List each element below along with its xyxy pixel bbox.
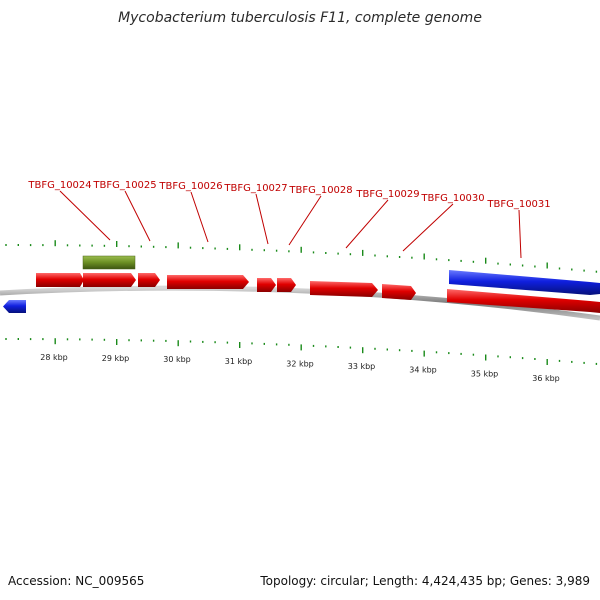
- gene-arrow-reverse[interactable]: [3, 300, 26, 313]
- gene-arrow-forward[interactable]: [36, 273, 84, 287]
- tick-label: 35 kbp: [471, 369, 499, 378]
- genome-backbone: [0, 285, 600, 321]
- gene-arrow-forward[interactable]: [83, 273, 136, 287]
- tick-label: 28 kbp: [40, 353, 68, 362]
- gene-labels: TBFG_10024 TBFG_10025 TBFG_10026 TBFG_10027…: [27, 180, 551, 259]
- tick-label: 29 kbp: [102, 354, 130, 363]
- tick-label: 33 kbp: [348, 362, 376, 371]
- gene-leader-line: [59, 190, 111, 241]
- gene-leader-line: [518, 209, 522, 259]
- gene-leader-line: [288, 195, 322, 246]
- gene-leader-line: [402, 203, 454, 252]
- gene-label[interactable]: TBFG_10030: [420, 193, 484, 204]
- scale-tick-labels: 28 kbp 29 kbp 30 kbp 31 kbp 32 kbp 33 kbp 34 k…: [40, 353, 560, 383]
- gene-label[interactable]: TBFG_10031: [486, 199, 550, 210]
- tick-label: 36 kbp: [532, 374, 560, 383]
- scale-ticks-bottom: [5, 338, 598, 365]
- gene-leader-line: [345, 199, 389, 249]
- gene-arrow-forward[interactable]: [167, 275, 249, 289]
- gene-arrow-forward[interactable]: [447, 289, 600, 313]
- gene-leader-line: [190, 191, 209, 243]
- gene-label[interactable]: TBFG_10024: [27, 180, 91, 191]
- gene-arrow-forward[interactable]: [382, 284, 416, 300]
- feature-bar[interactable]: [82, 255, 136, 270]
- scale-ticks-top: [5, 240, 598, 273]
- gene-label[interactable]: TBFG_10026: [158, 181, 222, 192]
- gene-arrow-forward[interactable]: [138, 273, 160, 287]
- gene-arrow-forward[interactable]: [310, 281, 378, 297]
- gene-label[interactable]: TBFG_10025: [92, 180, 156, 191]
- gene-label[interactable]: TBFG_10028: [288, 185, 352, 196]
- gene-leader-line: [255, 193, 269, 245]
- accession-label: Accession: NC_009565: [8, 574, 145, 588]
- gene-label[interactable]: TBFG_10029: [355, 189, 419, 200]
- gene-arrow-forward[interactable]: [277, 278, 296, 292]
- gene-leader-line: [124, 190, 151, 242]
- genome-summary: Topology: circular; Length: 4,424,435 bp…: [260, 574, 590, 588]
- map-title: Mycobacterium tuberculosis F11, complete…: [118, 10, 482, 26]
- tick-label: 34 kbp: [409, 366, 437, 375]
- tick-label: 30 kbp: [163, 355, 191, 364]
- gene-arrow-forward[interactable]: [257, 278, 276, 292]
- gene-arrow-reverse[interactable]: [449, 270, 600, 295]
- tick-label: 31 kbp: [225, 357, 253, 366]
- gene-label[interactable]: TBFG_10027: [223, 183, 287, 194]
- tick-label: 32 kbp: [286, 359, 314, 368]
